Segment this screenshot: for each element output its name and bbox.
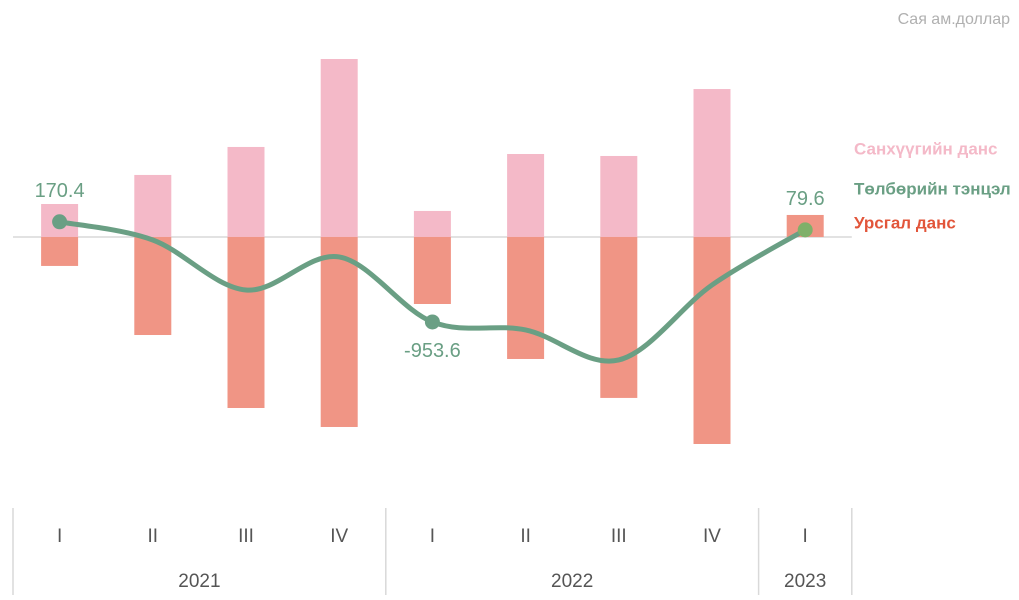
- bar: [227, 146, 265, 237]
- year-label: 2022: [551, 571, 593, 592]
- bar: [320, 236, 358, 427]
- bar: [134, 174, 172, 237]
- year-label: 2023: [784, 571, 826, 592]
- bar: [600, 236, 638, 398]
- value-label: 79.6: [786, 188, 825, 210]
- x-tick-label: I: [57, 526, 62, 547]
- bar: [693, 236, 731, 445]
- x-tick-label: I: [803, 526, 808, 547]
- legend-label: Санхүүгийн данс: [854, 139, 998, 158]
- legend-label: Төлбөрийн тэнцэл: [854, 179, 1011, 198]
- legend-label: Урсгал данс: [854, 213, 956, 232]
- bar: [320, 59, 358, 237]
- x-tick-label: II: [148, 526, 159, 547]
- x-tick-label: I: [430, 526, 435, 547]
- point: [52, 214, 68, 230]
- point: [424, 314, 440, 330]
- x-tick-label: II: [520, 526, 531, 547]
- x-tick-label: III: [611, 526, 627, 547]
- x-tick-label: IV: [703, 526, 721, 547]
- bar: [693, 89, 731, 237]
- point: [797, 222, 813, 238]
- x-tick-label: IV: [330, 526, 348, 547]
- bar: [134, 236, 172, 336]
- bar: [507, 154, 545, 237]
- value-label: 170.4: [35, 180, 85, 202]
- bar: [227, 236, 265, 408]
- year-label: 2021: [178, 571, 220, 592]
- bar: [413, 210, 451, 237]
- x-tick-label: III: [238, 526, 254, 547]
- bar: [507, 236, 545, 359]
- bar: [600, 155, 638, 237]
- bar: [41, 236, 79, 266]
- value-label: -953.6: [404, 340, 461, 362]
- bar: [413, 236, 451, 304]
- unit-label: Сая ам.доллар: [898, 11, 1011, 28]
